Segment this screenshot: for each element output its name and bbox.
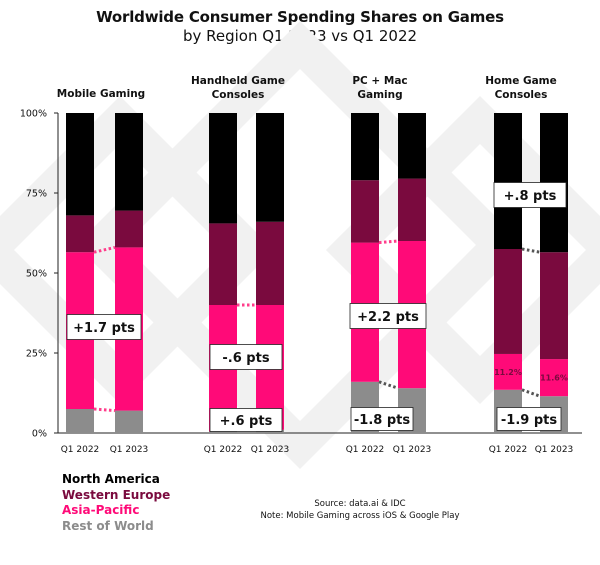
y-tick-label: 0% <box>32 429 47 440</box>
bar-segment <box>494 249 522 354</box>
legend: North America Western Europe Asia-Pacifi… <box>62 472 170 534</box>
change-connector <box>93 245 116 254</box>
x-tick-label: Q1 2022 <box>61 445 100 455</box>
bar-segment <box>66 215 94 253</box>
bar-segment <box>209 113 237 224</box>
y-tick-label: 75% <box>26 189 47 200</box>
group-title: PC + Mac <box>352 75 407 87</box>
bar-segment <box>115 210 143 248</box>
annotation-label: +.6 pts <box>220 414 273 429</box>
annotation-box <box>493 182 567 208</box>
bar-segment <box>256 113 284 222</box>
x-tick-label: Q1 2022 <box>346 445 385 455</box>
bar-segment <box>494 113 522 249</box>
change-connector <box>521 388 541 398</box>
x-tick-label: Q1 2023 <box>535 445 574 455</box>
bar-segment <box>494 353 522 390</box>
bar-segment <box>115 113 143 211</box>
bar-segment <box>398 113 426 179</box>
legend-item-asia-pacific: Asia-Pacific <box>62 503 140 517</box>
group-title: Consoles <box>212 89 265 101</box>
x-tick-label: Q1 2022 <box>489 445 528 455</box>
group-title: Mobile Gaming <box>57 88 145 100</box>
notes: Source: data.ai & IDC Note: Mobile Gamin… <box>200 498 520 522</box>
change-connector <box>378 380 399 390</box>
annotation-label: +1.7 pts <box>73 321 135 336</box>
bar-segment <box>66 113 94 216</box>
group-title: Home Game <box>485 75 557 87</box>
chart-title: Worldwide Consumer Spending Shares on Ga… <box>96 8 504 26</box>
annotation-box <box>209 344 283 370</box>
legend-item-western-europe: Western Europe <box>62 487 171 502</box>
segment-value-label: 11.2% <box>494 368 522 377</box>
group-title: Consoles <box>495 89 548 101</box>
annotation-label: -.6 pts <box>222 351 269 366</box>
bar-segment <box>398 178 426 241</box>
annotation-label: +2.2 pts <box>357 310 419 325</box>
annotation-label: +.8 pts <box>504 189 557 204</box>
bar-segment <box>351 113 379 181</box>
bar-segment <box>66 409 94 433</box>
bar-segment <box>540 252 568 360</box>
bar-segment <box>209 431 237 433</box>
annotation-label: -1.8 pts <box>354 413 410 428</box>
annotation-box <box>209 408 283 432</box>
legend-item-north-america: North America <box>62 472 160 486</box>
footnote: Note: Mobile Gaming across iOS & Google … <box>260 511 460 521</box>
change-connector <box>93 407 116 413</box>
source-note: Source: data.ai & IDC <box>314 499 406 509</box>
bar-segment <box>256 221 284 305</box>
legend-item-rest-of-world: Rest of World <box>62 518 154 533</box>
y-tick-label: 100% <box>20 109 47 120</box>
x-tick-label: Q1 2022 <box>204 445 243 455</box>
y-tick-label: 50% <box>26 269 47 280</box>
bar-segment <box>115 410 143 433</box>
annotation-box <box>349 303 427 329</box>
segment-value-label: 11.6% <box>540 374 568 383</box>
bar-segment <box>540 359 568 397</box>
x-tick-label: Q1 2023 <box>393 445 432 455</box>
group-title: Gaming <box>357 89 402 101</box>
y-tick-label: 25% <box>26 349 47 360</box>
change-connector <box>521 247 541 254</box>
watermark-diamond <box>75 20 525 470</box>
annotation-box <box>496 407 562 431</box>
group-title: Handheld Game <box>191 75 285 87</box>
annotation-label: -1.9 pts <box>501 413 557 428</box>
annotation-box <box>350 407 414 431</box>
x-tick-label: Q1 2023 <box>251 445 290 455</box>
bar-segment <box>351 180 379 243</box>
annotation-box <box>66 314 142 340</box>
x-tick-label: Q1 2023 <box>110 445 149 455</box>
change-connector <box>378 239 399 245</box>
bar-segment <box>209 223 237 305</box>
